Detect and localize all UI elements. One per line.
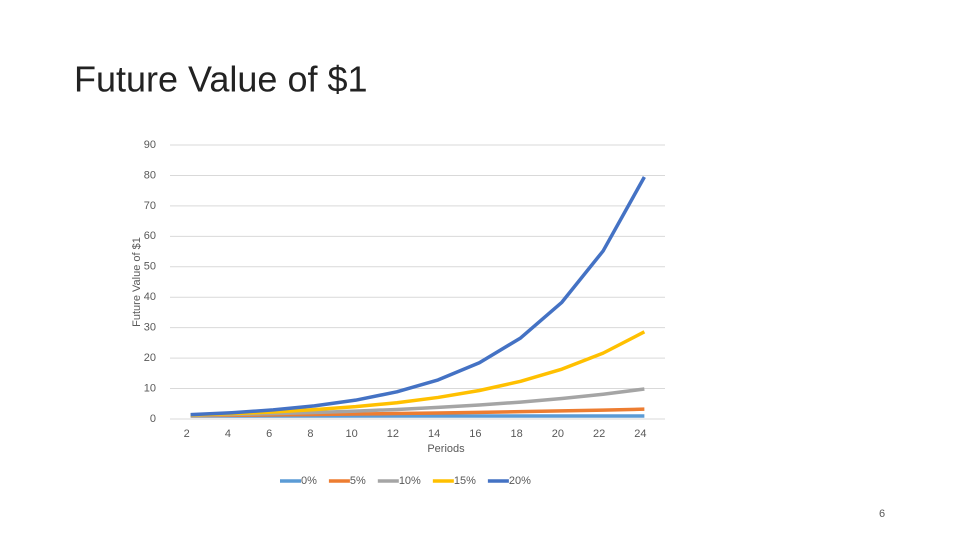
legend-label: 20% <box>509 475 531 487</box>
y-tick-label: 80 <box>144 169 156 181</box>
page-number: 6 <box>879 508 885 520</box>
y-tick-label: 40 <box>144 291 156 303</box>
x-tick-label: 6 <box>266 428 272 440</box>
series-line <box>190 176 646 417</box>
x-tick-label: 20 <box>552 428 564 440</box>
legend-label: 0% <box>301 475 317 487</box>
y-tick-label: 60 <box>144 230 156 242</box>
legend-label: 10% <box>399 475 421 487</box>
x-tick-label: 14 <box>428 428 440 440</box>
x-tick-label: 10 <box>346 428 358 440</box>
x-tick-label: 12 <box>387 428 399 440</box>
y-tick-label: 20 <box>144 352 156 364</box>
x-tick-label: 24 <box>634 428 646 440</box>
x-tick-label: 16 <box>469 428 481 440</box>
legend-label: 15% <box>454 475 476 487</box>
x-tick-label: 4 <box>225 428 231 440</box>
y-axis-label: Future Value of $1 <box>131 237 143 327</box>
y-tick-label: 10 <box>144 382 156 394</box>
x-tick-label: 22 <box>593 428 605 440</box>
y-tick-label: 70 <box>144 200 156 212</box>
y-tick-label: 30 <box>144 322 156 334</box>
y-tick-label: 50 <box>144 261 156 273</box>
x-axis-label: Periods <box>427 443 465 455</box>
y-tick-label: 0 <box>150 413 156 425</box>
x-tick-label: 18 <box>511 428 523 440</box>
x-tick-label: 2 <box>184 428 190 440</box>
slide-title: Future Value of $1 <box>74 59 368 100</box>
legend-label: 5% <box>350 475 366 487</box>
x-tick-label: 8 <box>307 428 313 440</box>
series-line <box>190 330 646 417</box>
y-tick-label: 90 <box>144 139 156 151</box>
